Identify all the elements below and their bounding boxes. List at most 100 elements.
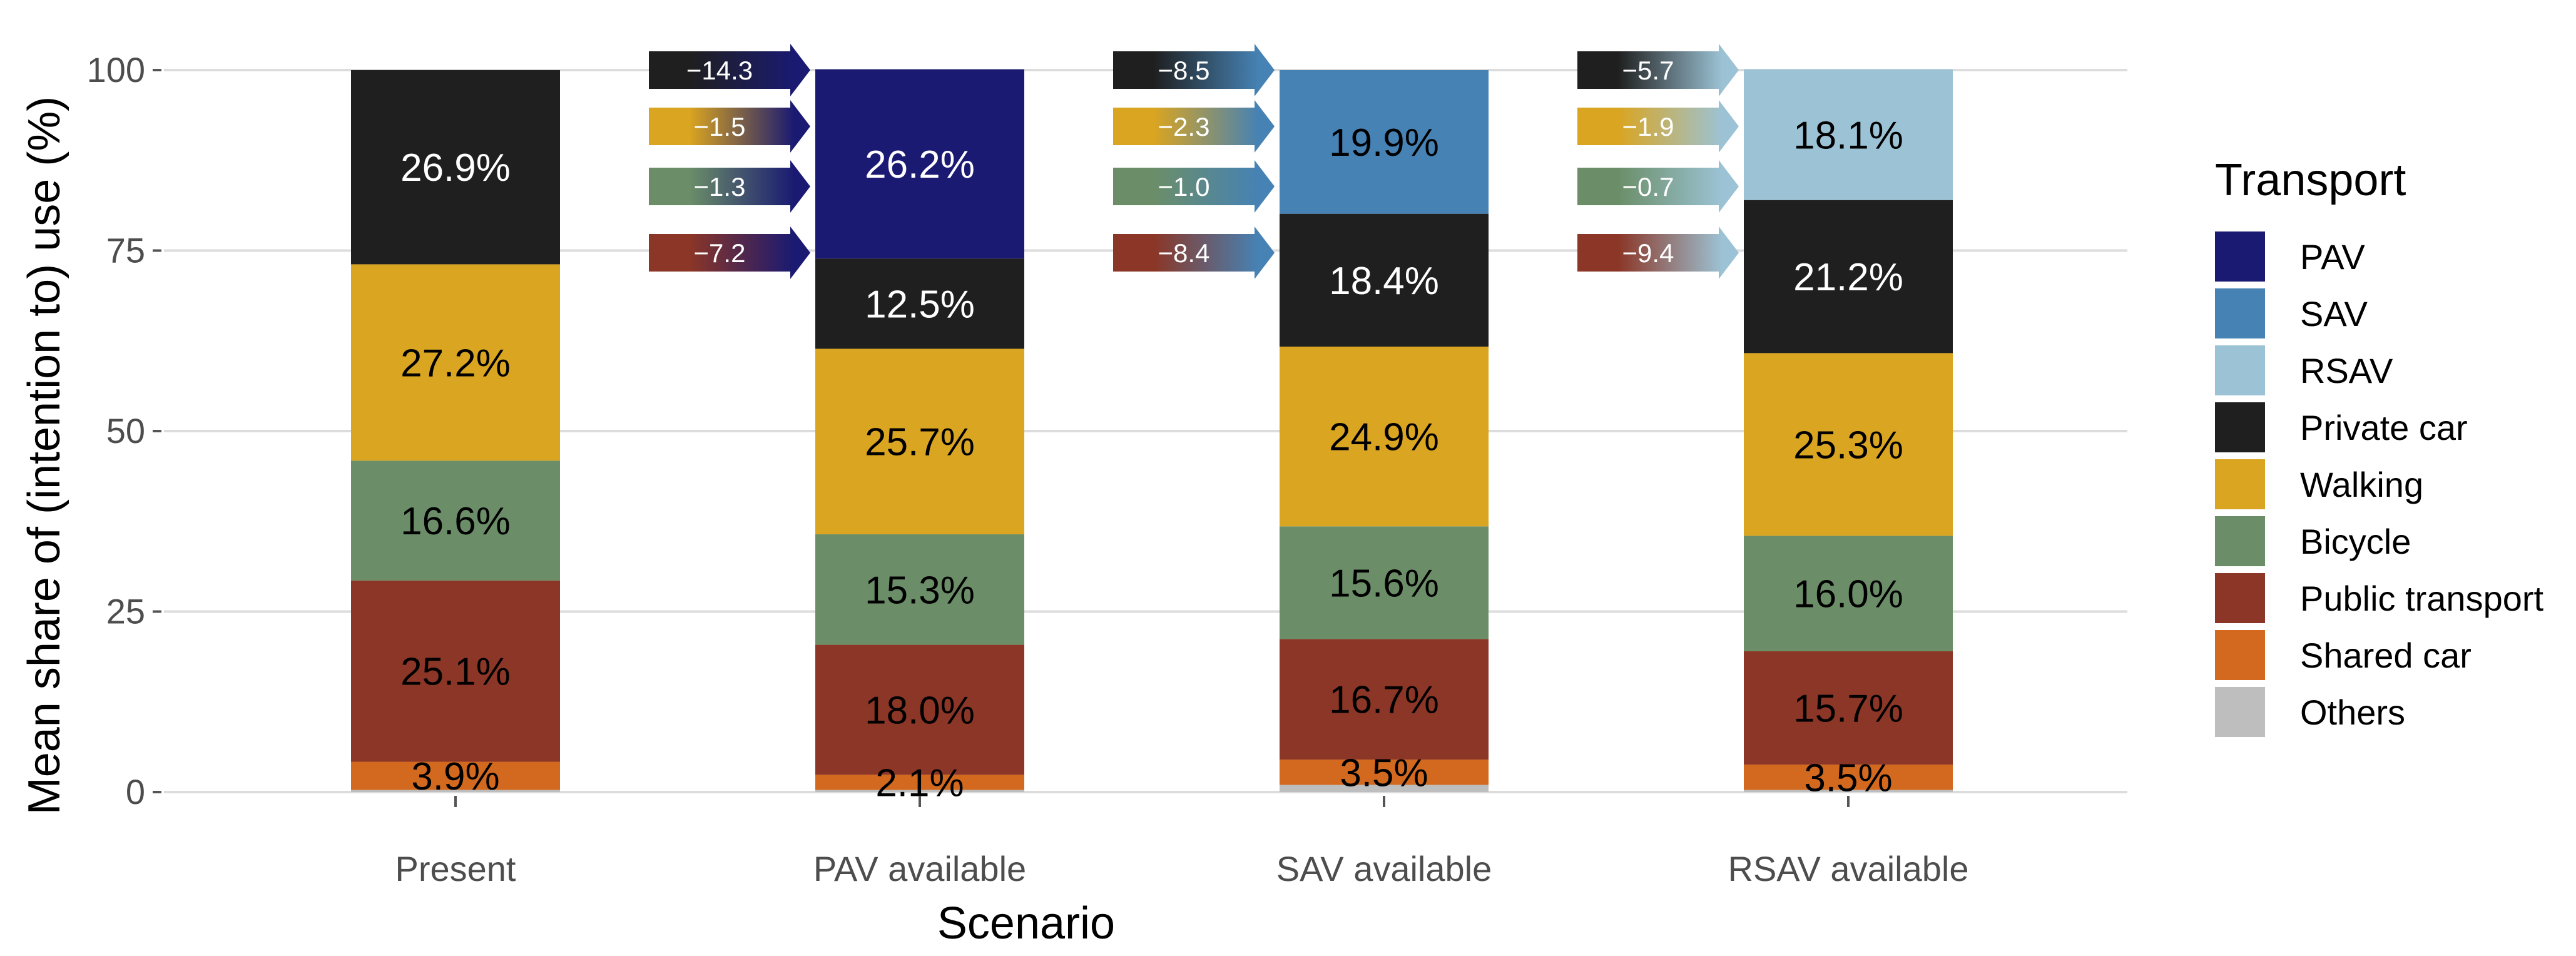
data-label: 19.9%	[1329, 121, 1439, 165]
legend-swatch-rsav	[2215, 345, 2265, 395]
data-label: 3.9%	[411, 755, 499, 798]
legend: Transport PAV SAV RSAV Private car Walking Bi…	[2215, 155, 2544, 737]
change-arrow-label: −1.3	[694, 172, 746, 201]
change-arrow-label: −9.4	[1622, 238, 1674, 268]
change-arrow-label: −1.0	[1158, 172, 1210, 201]
bar-segment-private-car	[1744, 200, 1953, 353]
change-arrow-label: −8.5	[1158, 56, 1210, 85]
data-label: 15.3%	[865, 569, 975, 612]
legend-swatch-bicycle	[2215, 516, 2265, 566]
x-tick-label: PAV available	[813, 849, 1026, 888]
data-label: 26.9%	[400, 146, 511, 190]
bar-segment-rsav	[1744, 69, 1953, 200]
y-tick-label: 50	[106, 411, 145, 450]
bar-segment-others	[1280, 785, 1489, 792]
legend-label-sav: SAV	[2300, 294, 2368, 333]
legend-swatch-shared-car	[2215, 630, 2265, 680]
bar-segment-shared-car	[1744, 765, 1953, 790]
change-arrow	[1113, 44, 1275, 96]
bar-segment-shared-car	[815, 775, 1024, 790]
x-tick-label: Present	[395, 849, 516, 888]
x-tick-label: SAV available	[1276, 849, 1492, 888]
change-arrows: −14.3 −1.5 −1.3 −7.2 −8.5 −2.3 −1.0 −8.4 −5.7 −1.…	[649, 44, 1739, 279]
y-tick-label: 100	[87, 50, 145, 89]
data-label: 26.2%	[865, 143, 975, 186]
change-arrow-label: −1.9	[1622, 112, 1674, 141]
y-axis-title: Mean share of (intention to) use (%)	[19, 96, 69, 815]
data-label: 15.7%	[1793, 688, 1903, 731]
bar-segment-others	[1744, 790, 1953, 792]
arrow-group-pav-available: −14.3 −1.5 −1.3 −7.2	[649, 44, 810, 279]
data-label: 24.9%	[1329, 416, 1439, 459]
legend-label-private-car: Private car	[2300, 408, 2468, 447]
change-arrow	[1113, 160, 1275, 213]
bar-segment-bicycle	[351, 460, 560, 581]
change-arrow	[1113, 226, 1275, 279]
data-label: 25.3%	[1793, 424, 1903, 467]
data-label: 12.5%	[865, 283, 975, 326]
bar-segment-private-car	[351, 70, 560, 265]
bar-segment-bicycle	[1280, 526, 1489, 639]
data-label: 18.0%	[865, 689, 975, 732]
bar-segment-walking	[351, 264, 560, 461]
bar-segment-shared-car	[351, 761, 560, 790]
change-arrow-label: −1.5	[694, 112, 746, 141]
bar-segment-sav	[1280, 70, 1489, 214]
bar-segment-bicycle	[815, 534, 1024, 645]
change-arrow	[1577, 226, 1739, 279]
legend-label-pav: PAV	[2300, 237, 2365, 277]
data-label: 25.1%	[400, 651, 511, 694]
y-tick-label: 75	[106, 231, 145, 270]
change-arrow-label: −14.3	[686, 56, 753, 85]
data-label: 3.5%	[1340, 751, 1428, 795]
bars: 3.9%25.1%16.6%27.2%26.9%2.1%18.0%15.3%25…	[351, 69, 1953, 805]
legend-swatch-others	[2215, 687, 2265, 737]
change-arrow	[649, 100, 810, 153]
data-label: 21.2%	[1793, 256, 1903, 299]
change-arrow	[649, 160, 810, 213]
bar-segment-pav	[815, 69, 1024, 259]
bar-segment-private-car	[1280, 213, 1489, 347]
change-arrow	[1577, 100, 1739, 153]
data-label: 27.2%	[400, 342, 511, 385]
legend-label-others: Others	[2300, 693, 2405, 732]
axes: Mean share of (intention to) use (%) Sce…	[19, 50, 1968, 948]
legend-swatch-sav	[2215, 288, 2265, 338]
data-label: 3.5%	[1804, 756, 1892, 800]
legend-swatch-public-transport	[2215, 573, 2265, 623]
bar-segment-shared-car	[1280, 760, 1489, 785]
bar-segment-public-transport	[351, 580, 560, 762]
x-axis-title: Scenario	[937, 898, 1115, 948]
legend-swatch-private-car	[2215, 402, 2265, 452]
y-tick-label: 25	[106, 592, 145, 631]
data-label: 18.4%	[1329, 260, 1439, 303]
legend-label-bicycle: Bicycle	[2300, 522, 2411, 561]
arrow-group-sav-available: −8.5 −2.3 −1.0 −8.4	[1113, 44, 1275, 279]
change-arrow-label: −2.3	[1158, 112, 1210, 141]
data-label: 15.6%	[1329, 562, 1439, 605]
arrow-group-rsav-available: −5.7 −1.9 −0.7 −9.4	[1577, 44, 1739, 279]
bar-segment-public-transport	[1280, 639, 1489, 760]
bar-segment-walking	[1280, 346, 1489, 527]
change-arrow	[649, 44, 810, 96]
bar-segment-public-transport	[815, 644, 1024, 775]
data-label: 16.6%	[400, 500, 511, 543]
data-label: 25.7%	[865, 421, 975, 464]
bar-stack-pav-available: 2.1%18.0%15.3%25.7%12.5%26.2%	[815, 69, 1024, 805]
legend-label-rsav: RSAV	[2300, 351, 2393, 390]
change-arrow-label: −7.2	[694, 238, 746, 268]
bar-segment-others	[815, 790, 1024, 792]
legend-swatch-walking	[2215, 459, 2265, 509]
x-tick-label: RSAV available	[1728, 849, 1969, 888]
change-arrow	[1577, 44, 1739, 96]
bar-segment-others	[351, 790, 560, 792]
bar-stack-present: 3.9% 25.1% 16.6% 27.2% 26.9%	[351, 70, 560, 798]
bar-stack-rsav-available: 3.5% 15.7% 16.0% 25.3% 21.2% 18.1%	[1744, 69, 1953, 800]
legend-swatch-pav	[2215, 231, 2265, 282]
change-arrow-label: −8.4	[1158, 238, 1210, 268]
data-label: 16.7%	[1329, 679, 1439, 722]
legend-title: Transport	[2215, 155, 2406, 205]
bar-segment-walking	[1744, 353, 1953, 536]
legend-label-walking: Walking	[2300, 465, 2423, 504]
